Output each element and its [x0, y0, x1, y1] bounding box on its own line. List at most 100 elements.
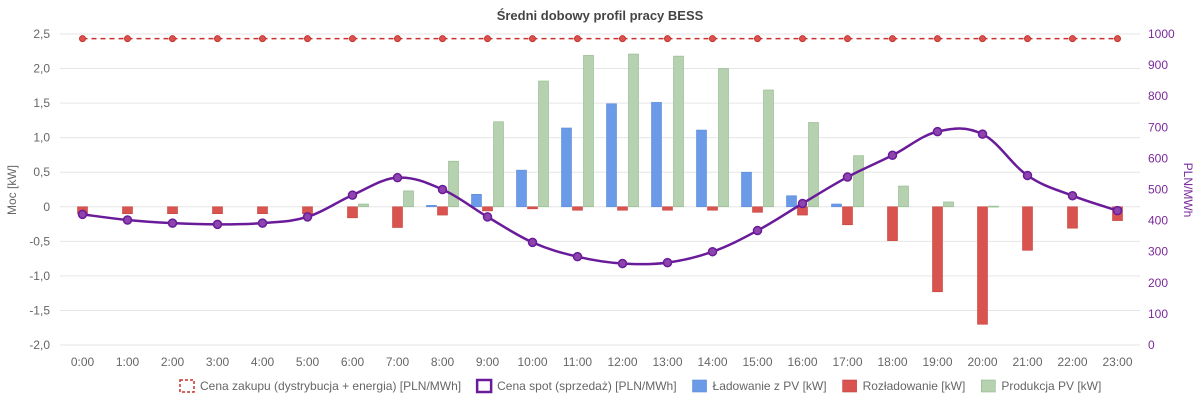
spot-point-12[interactable] — [617, 258, 628, 269]
bar-1-1[interactable] — [122, 206, 133, 214]
purchase-point-0[interactable] — [79, 35, 86, 43]
spot-point-21[interactable] — [1022, 170, 1033, 181]
bar-1-20[interactable] — [977, 206, 988, 325]
purchase-point-23[interactable] — [1114, 35, 1121, 43]
bar-1-8[interactable] — [437, 206, 448, 216]
purchase-point-21[interactable] — [1024, 35, 1031, 43]
bar-1-6[interactable] — [347, 206, 358, 219]
bar-0-10[interactable] — [516, 169, 527, 208]
legend-item-2[interactable]: Ładowanie z PV [kW] — [692, 379, 827, 393]
spot-point-13[interactable] — [662, 257, 673, 268]
bar-1-12[interactable] — [617, 206, 628, 211]
bar-0-13[interactable] — [651, 102, 662, 208]
purchase-point-22[interactable] — [1069, 35, 1076, 43]
bar-2-19[interactable] — [943, 201, 954, 208]
spot-point-19[interactable] — [932, 126, 943, 137]
bar-2-13[interactable] — [673, 55, 684, 208]
bar-2-16[interactable] — [808, 122, 819, 208]
purchase-point-17[interactable] — [844, 35, 851, 43]
bar-1-7[interactable] — [392, 206, 403, 228]
spot-point-0[interactable] — [77, 209, 88, 220]
purchase-point-2[interactable] — [169, 35, 176, 43]
bar-2-12[interactable] — [628, 53, 639, 208]
bar-1-19[interactable] — [932, 206, 943, 293]
purchase-point-10[interactable] — [529, 35, 536, 43]
spot-point-8[interactable] — [437, 184, 448, 195]
purchase-point-4[interactable] — [259, 35, 266, 43]
bar-2-15[interactable] — [763, 89, 774, 208]
purchase-point-12[interactable] — [619, 35, 626, 43]
spot-point-17[interactable] — [842, 172, 853, 182]
spot-point-16[interactable] — [797, 198, 808, 209]
bar-2-9[interactable] — [493, 121, 504, 208]
spot-point-4[interactable] — [257, 218, 268, 228]
bar-1-9[interactable] — [482, 206, 493, 212]
bar-2-10[interactable] — [538, 80, 549, 208]
purchase-point-13[interactable] — [664, 35, 671, 43]
bar-1-15[interactable] — [752, 206, 763, 213]
purchase-point-16[interactable] — [799, 35, 806, 43]
bar-1-13[interactable] — [662, 206, 673, 211]
purchase-point-15[interactable] — [754, 35, 761, 43]
bar-0-12[interactable] — [606, 103, 617, 208]
bar-1-22[interactable] — [1067, 206, 1078, 229]
spot-point-15[interactable] — [752, 225, 763, 236]
purchase-point-1[interactable] — [124, 35, 131, 43]
spot-point-7[interactable] — [392, 172, 403, 183]
bar-2-18[interactable] — [898, 185, 909, 208]
purchase-point-6[interactable] — [349, 35, 356, 43]
spot-point-1[interactable] — [122, 215, 133, 225]
bar-2-14[interactable] — [718, 68, 729, 208]
purchase-point-5[interactable] — [304, 35, 311, 43]
purchase-point-18[interactable] — [889, 35, 896, 43]
purchase-point-9[interactable] — [484, 35, 491, 43]
spot-point-22[interactable] — [1067, 190, 1078, 201]
spot-point-20[interactable] — [977, 129, 988, 139]
spot-point-2[interactable] — [167, 218, 178, 228]
bar-2-7[interactable] — [403, 190, 414, 208]
bar-0-16[interactable] — [786, 195, 797, 208]
bar-2-8[interactable] — [448, 160, 459, 208]
bar-1-14[interactable] — [707, 206, 718, 211]
bar-0-14[interactable] — [696, 129, 707, 208]
legend-item-1[interactable]: Cena spot (sprzedaż) [PLN/MWh] — [475, 378, 677, 394]
bar-1-2[interactable] — [167, 206, 178, 214]
bar-1-3[interactable] — [212, 206, 223, 214]
spot-point-6[interactable] — [347, 190, 358, 200]
y2-tick-label: 300 — [1148, 245, 1168, 259]
purchase-point-7[interactable] — [394, 35, 401, 43]
spot-point-18[interactable] — [887, 150, 898, 161]
bar-0-9[interactable] — [471, 194, 482, 208]
bar-1-11[interactable] — [572, 206, 583, 211]
bar-1-18[interactable] — [887, 206, 898, 241]
bar-2-17[interactable] — [853, 155, 864, 208]
bar-1-10[interactable] — [527, 206, 538, 210]
bar-0-11[interactable] — [561, 127, 572, 208]
bar-0-15[interactable] — [741, 171, 752, 208]
legend-item-3[interactable]: Rozładowanie [kW] — [842, 379, 966, 393]
purchase-point-11[interactable] — [574, 35, 581, 43]
x-tick-label: 4:00 — [251, 355, 275, 369]
purchase-point-8[interactable] — [439, 35, 446, 43]
purchase-point-19[interactable] — [934, 35, 941, 43]
legend-item-0[interactable]: Cena zakupu (dystrybucja + energia) [PLN… — [179, 379, 461, 393]
spot-point-11[interactable] — [572, 251, 583, 262]
legend-item-4[interactable]: Produkcja PV [kW] — [981, 379, 1101, 393]
purchase-point-20[interactable] — [979, 35, 986, 43]
bar-2-11[interactable] — [583, 55, 594, 208]
purchase-point-14[interactable] — [709, 35, 716, 43]
spot-point-5[interactable] — [302, 212, 313, 222]
spot-point-23[interactable] — [1112, 205, 1123, 216]
spot-point-10[interactable] — [527, 237, 538, 248]
bar-0-17[interactable] — [831, 203, 842, 208]
bar-1-4[interactable] — [257, 206, 268, 214]
purchase-point-3[interactable] — [214, 35, 221, 43]
bar-2-6[interactable] — [358, 203, 369, 208]
bar-1-21[interactable] — [1022, 206, 1033, 251]
bar-0-8[interactable] — [426, 205, 437, 208]
spot-point-9[interactable] — [482, 212, 493, 222]
bar-2-20[interactable] — [988, 205, 999, 208]
bar-1-17[interactable] — [842, 206, 853, 226]
spot-point-14[interactable] — [707, 246, 718, 257]
spot-point-3[interactable] — [212, 219, 223, 230]
